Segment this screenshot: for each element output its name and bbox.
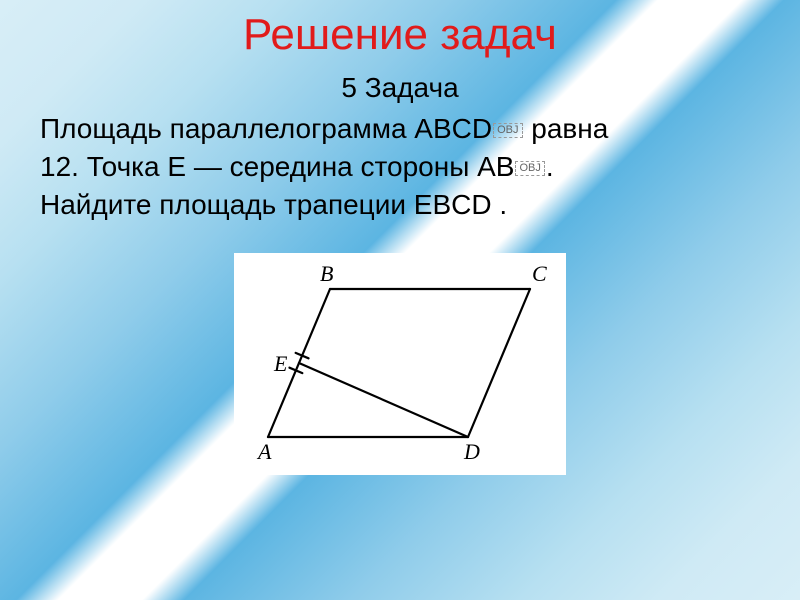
problem-line1a: Площадь параллелограмма ABCD [40,113,492,144]
figure-container: A B C D E [40,253,760,480]
problem-line3: Найдите площадь трапеции EBCD . [40,189,507,220]
problem-text: Площадь параллелограмма ABCDOBJ равна 12… [40,110,760,223]
svg-text:C: C [532,261,547,286]
figure-canvas: A B C D E [234,253,566,475]
slide-title: Решение задач [40,10,760,60]
problem-line2a: 12. Точка Е — середина стороны AB [40,151,514,182]
svg-text:A: A [256,439,272,464]
problem-line1b: равна [524,113,609,144]
svg-text:D: D [463,439,480,464]
parallelogram-diagram: A B C D E [240,259,560,469]
obj-placeholder-icon: OBJ [493,123,522,138]
svg-text:B: B [320,261,333,286]
problem-line2b: . [546,151,554,182]
obj-placeholder-icon: OBJ [515,161,544,176]
slide: Решение задач 5 Задача Площадь параллело… [0,0,800,600]
svg-text:E: E [273,351,288,376]
problem-number: 5 Задача [40,72,760,104]
